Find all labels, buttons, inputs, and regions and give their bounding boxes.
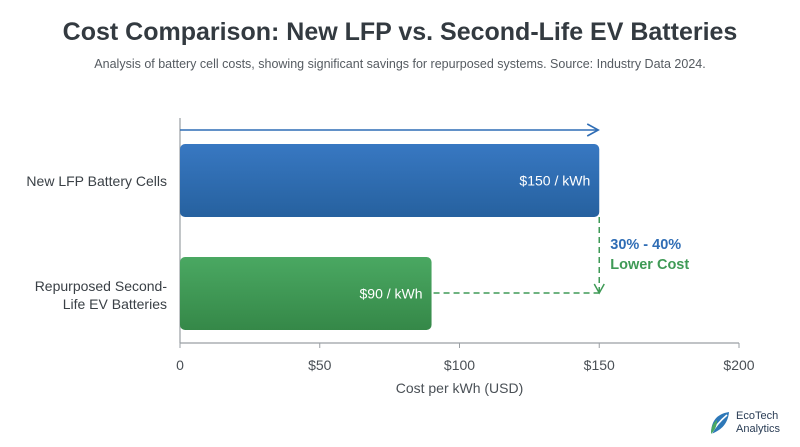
down-arrow-icon [593,283,605,295]
x-tick-label: $150 [584,357,615,373]
x-tick-label: $50 [308,357,332,373]
bar-data-label: $90 / kWh [360,286,423,302]
x-axis-label: Cost per kWh (USD) [396,380,524,396]
x-tick-label: $200 [723,357,754,373]
logo-line-1: EcoTech [736,410,779,422]
x-tick-label: $100 [444,357,475,373]
annotation-percent: 30% - 40% [610,237,681,253]
bar [180,257,432,330]
top-arrow-head-icon [586,123,600,137]
category-label: Repurposed Second-Life EV Batteries [35,278,168,312]
chart-subtitle: Analysis of battery cell costs, showing … [94,57,706,71]
chart-title: Cost Comparison: New LFP vs. Second-Life… [62,18,738,46]
leaf-logo-icon [710,412,729,435]
bar [180,144,600,217]
annotation-label: Lower Cost [610,257,689,273]
bar-data-label: $150 / kWh [519,173,590,189]
company-logo: EcoTech Analytics [708,410,780,436]
logo-line-2: Analytics [736,423,781,435]
x-tick-label: 0 [176,357,184,373]
category-label: New LFP Battery Cells [26,173,167,189]
